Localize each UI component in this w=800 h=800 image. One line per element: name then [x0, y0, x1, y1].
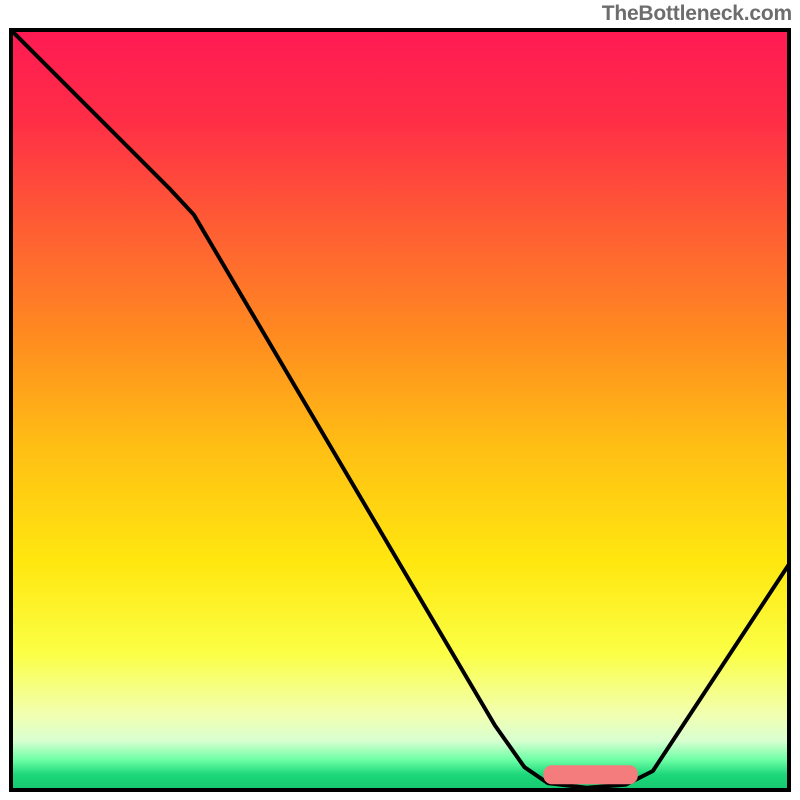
- chart-container: TheBottleneck.com: [0, 0, 800, 800]
- watermark-text: TheBottleneck.com: [602, 2, 792, 26]
- optimal-range-marker: [544, 766, 637, 784]
- chart-svg: [0, 0, 800, 800]
